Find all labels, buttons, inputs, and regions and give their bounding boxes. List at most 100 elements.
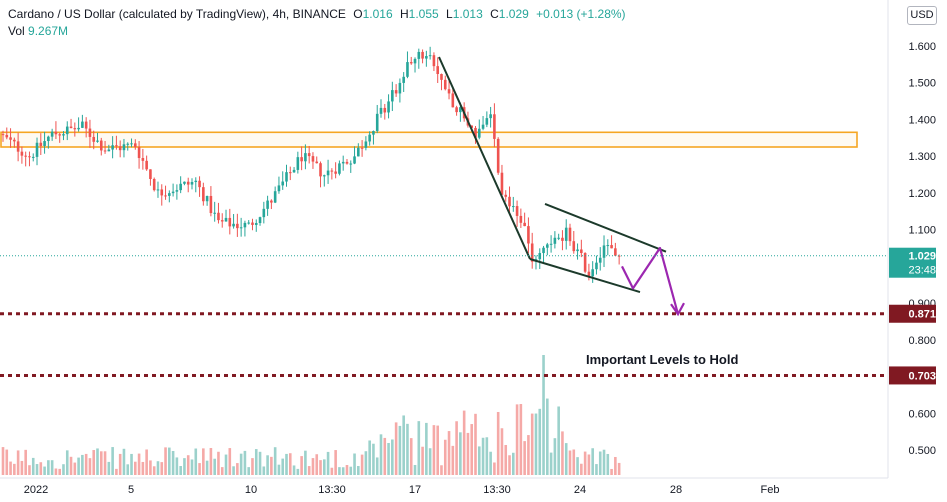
- volume-bar: [326, 451, 330, 475]
- volume-bar: [587, 454, 591, 475]
- candle-body: [69, 126, 73, 129]
- volume-bar: [1, 447, 5, 475]
- volume-label: Vol: [8, 24, 25, 38]
- candle-body: [338, 163, 341, 174]
- volume-bar: [220, 467, 224, 475]
- candle-body: [35, 142, 39, 157]
- volume-bar: [508, 455, 511, 475]
- volume-bar: [194, 448, 198, 475]
- volume-bar: [171, 450, 175, 475]
- volume-bar: [81, 454, 84, 475]
- volume-bar: [273, 447, 277, 475]
- volume-bar: [145, 449, 148, 475]
- volume-bar: [9, 461, 12, 475]
- y-tick-label: 1.500: [908, 78, 936, 90]
- level-tag: [889, 366, 936, 385]
- candle-body: [152, 178, 156, 191]
- candle-body: [598, 257, 602, 263]
- candle-body: [500, 172, 504, 195]
- candle-body: [160, 189, 164, 196]
- candle-body: [16, 141, 20, 152]
- candle-body: [394, 90, 398, 94]
- candle-body: [213, 212, 216, 214]
- candle-body: [84, 121, 88, 129]
- volume-bar: [292, 465, 296, 475]
- candle-body: [595, 262, 598, 270]
- candle-body: [334, 171, 337, 174]
- volume-bar: [402, 415, 405, 475]
- candle-body: [383, 107, 387, 113]
- symbol-title: Cardano / US Dollar (calculated by Tradi…: [8, 7, 346, 21]
- candle-body: [300, 157, 303, 162]
- volume-bar: [198, 463, 201, 475]
- volume-bar: [270, 456, 273, 475]
- candle-body: [425, 56, 428, 59]
- volume-bar: [466, 432, 470, 475]
- candle-body: [92, 136, 96, 142]
- volume-bar: [493, 462, 496, 475]
- candle-body: [474, 127, 477, 138]
- candle-body: [292, 169, 296, 173]
- volume-bar: [500, 428, 504, 475]
- candle-body: [111, 145, 114, 150]
- volume-bar: [251, 458, 254, 475]
- volume-bar: [122, 448, 126, 475]
- candle-body: [58, 134, 61, 136]
- volume-bar: [296, 468, 300, 475]
- volume-bar: [459, 432, 462, 475]
- y-tick-label: 1.400: [908, 114, 936, 126]
- volume-bar: [164, 447, 167, 475]
- candle-body: [375, 113, 379, 132]
- volume-bar: [530, 413, 534, 475]
- current-price-label: 1.029: [908, 251, 936, 263]
- candle-body: [194, 180, 198, 183]
- volume-bar: [477, 446, 481, 475]
- candle-body: [311, 156, 315, 162]
- volume-bar: [334, 450, 337, 475]
- volume-bar: [353, 453, 356, 475]
- volume-bar: [345, 465, 349, 475]
- candle-body: [134, 143, 137, 148]
- candle-body: [549, 243, 553, 245]
- open-value: 1.016: [362, 7, 393, 21]
- candle-body: [345, 161, 349, 164]
- volume-bar: [557, 406, 560, 475]
- volume-bar: [103, 451, 107, 475]
- candle-body: [232, 223, 235, 227]
- volume-bar: [564, 443, 568, 475]
- volume-bar: [546, 398, 549, 475]
- volume-bar: [126, 464, 130, 475]
- candle-body: [323, 175, 326, 177]
- candle-body: [602, 245, 606, 258]
- candle-body: [330, 170, 334, 172]
- candle-body: [428, 55, 432, 57]
- volume-bar: [243, 450, 247, 475]
- candle-body: [65, 126, 69, 135]
- volume-bar: [542, 355, 545, 475]
- x-tick-label: 10: [245, 484, 257, 496]
- volume-bar: [436, 425, 439, 475]
- volume-bar: [598, 451, 602, 475]
- candle-body: [485, 118, 489, 125]
- candle-body: [357, 147, 360, 157]
- volume-bar: [357, 466, 360, 475]
- countdown-label: 23:48: [908, 265, 936, 277]
- candle-body: [277, 185, 281, 192]
- volume-bar: [5, 449, 9, 475]
- volume-bar: [489, 451, 492, 475]
- candle-body: [186, 181, 190, 185]
- projection-path: [621, 246, 680, 315]
- volume-bar: [614, 456, 617, 475]
- candle-body: [149, 169, 152, 179]
- currency-button[interactable]: USD: [907, 6, 937, 25]
- volume-bar: [217, 451, 220, 475]
- volume-legend: Vol 9.267M: [8, 24, 68, 38]
- candle-body: [398, 82, 402, 94]
- candle-body: [527, 226, 530, 244]
- candle-body: [580, 249, 583, 254]
- candle-body: [451, 93, 455, 108]
- candle-body: [606, 245, 610, 247]
- volume-bar: [50, 460, 54, 475]
- volume-bar: [568, 450, 572, 475]
